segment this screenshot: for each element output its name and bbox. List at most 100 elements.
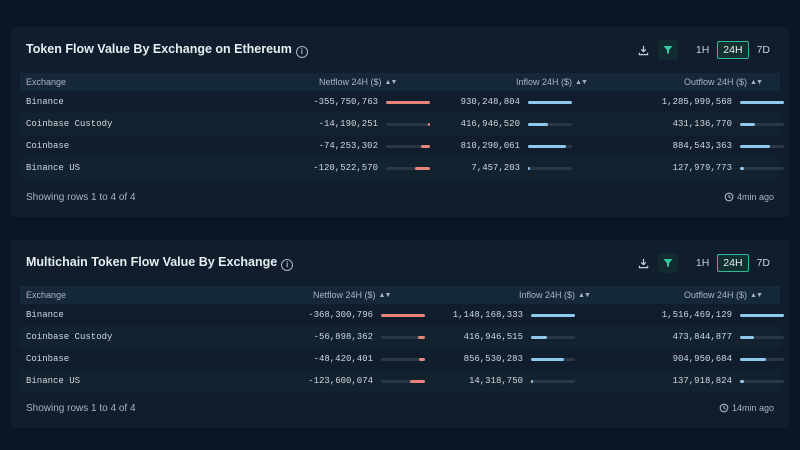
netflow-value: -123,600,074 (308, 376, 373, 386)
outflow-value: 1,285,999,568 (661, 97, 732, 107)
outflow-bar (740, 379, 784, 383)
row-count-text: Showing rows 1 to 4 of 4 (26, 403, 136, 414)
info-icon[interactable]: i (281, 259, 294, 271)
outflow-value: 137,918,824 (672, 376, 732, 386)
inflow-cell: 14,318,750 (469, 370, 575, 392)
table-row[interactable]: Coinbase Custody -14,190,251 416,946,520 43… (20, 113, 784, 135)
netflow-bar (381, 379, 425, 383)
filter-icon[interactable] (657, 253, 678, 273)
sort-icon: ▲▼ (378, 291, 392, 299)
download-icon[interactable] (634, 253, 654, 273)
inflow-bar (531, 335, 575, 339)
outflow-cell: 473,844,877 (673, 326, 784, 348)
outflow-cell: 127,979,773 (673, 157, 784, 179)
filter-icon[interactable] (657, 40, 678, 60)
column-header-exchange[interactable]: Exchange (26, 77, 67, 87)
table-row[interactable]: Binance -368,300,796 1,148,168,333 1,516,46… (20, 304, 784, 326)
netflow-value: -355,750,763 (313, 97, 378, 107)
netflow-bar-fill (418, 335, 425, 339)
inflow-value: 7,457,203 (471, 163, 520, 173)
exchange-name: Coinbase Custody (26, 119, 113, 129)
info-icon[interactable]: i (295, 46, 308, 58)
table-row[interactable]: Binance -355,750,763 930,248,804 1,285,999,… (20, 91, 784, 113)
netflow-bar (386, 166, 430, 170)
netflow-value: -74,253,302 (318, 141, 378, 151)
netflow-cell: -120,522,570 (313, 157, 430, 179)
multichain-token-flow-panel: Multichain Token Flow Value By Exchange i… (10, 240, 790, 428)
outflow-bar-fill (740, 122, 755, 126)
sort-icon: ▲▼ (750, 78, 763, 86)
netflow-bar-fill (415, 166, 430, 170)
outflow-cell: 904,950,684 (673, 348, 784, 370)
outflow-bar (740, 335, 784, 339)
inflow-bar (528, 122, 572, 126)
outflow-cell: 1,285,999,568 (662, 91, 784, 113)
table-row[interactable]: Coinbase -74,253,302 810,290,061 884,543,36… (20, 135, 784, 157)
column-header-outflow[interactable]: Outflow 24H ($) ▲▼ (684, 77, 763, 87)
inflow-bar-fill (528, 144, 566, 148)
inflow-bar (528, 144, 572, 148)
inflow-bar-fill (528, 122, 548, 126)
outflow-bar-fill (740, 313, 784, 317)
inflow-cell: 810,290,061 (461, 135, 572, 157)
inflow-cell: 1,148,168,333 (453, 304, 575, 326)
table-row[interactable]: Coinbase -48,420,401 856,530,283 904,950,68… (20, 348, 784, 370)
exchange-name: Binance US (26, 163, 81, 173)
outflow-value: 884,543,363 (672, 141, 732, 151)
timeframe-7d[interactable]: 7D (756, 44, 770, 56)
column-header-exchange[interactable]: Exchange (26, 290, 67, 300)
column-header-inflow[interactable]: Inflow 24H ($) ▲▼ (519, 290, 591, 300)
timeframe-24h[interactable]: 24H (717, 254, 749, 272)
outflow-value: 127,979,773 (672, 163, 732, 173)
netflow-cell: -14,190,251 (319, 113, 430, 135)
inflow-bar-fill (531, 313, 575, 317)
timeframe-24h[interactable]: 24H (717, 41, 749, 59)
inflow-value: 930,248,804 (460, 97, 520, 107)
column-header-netflow[interactable]: Netflow 24H ($) ▲▼ (319, 77, 398, 87)
sort-icon: ▲▼ (384, 78, 398, 86)
inflow-value: 416,946,520 (460, 119, 520, 129)
column-header-inflow[interactable]: Inflow 24H ($) ▲▼ (516, 77, 588, 87)
netflow-value: -120,522,570 (313, 163, 378, 173)
outflow-bar (740, 357, 784, 361)
inflow-bar-fill (531, 335, 547, 339)
netflow-value: -368,300,796 (308, 310, 373, 320)
timeframe-1h[interactable]: 1H (695, 257, 710, 269)
netflow-bar (386, 144, 430, 148)
column-header-netflow[interactable]: Netflow 24H ($) ▲▼ (313, 290, 392, 300)
inflow-value: 1,148,168,333 (452, 310, 523, 320)
row-count-text: Showing rows 1 to 4 of 4 (26, 192, 136, 203)
table-row[interactable]: Coinbase Custody -56,898,362 416,946,515 47… (20, 326, 784, 348)
outflow-value: 473,844,877 (672, 332, 732, 342)
panel-header: Token Flow Value By Exchange on Ethereum… (10, 27, 790, 73)
timeframe-1h[interactable]: 1H (695, 44, 710, 56)
panel-title: Token Flow Value By Exchange on Ethereum… (26, 42, 308, 58)
exchange-name: Coinbase Custody (26, 332, 113, 342)
table-body: Binance -355,750,763 930,248,804 1,285,999,… (20, 91, 784, 179)
netflow-cell: -355,750,763 (313, 91, 430, 113)
download-icon[interactable] (634, 40, 654, 60)
column-header-outflow[interactable]: Outflow 24H ($) ▲▼ (684, 290, 763, 300)
exchange-name: Binance US (26, 376, 81, 386)
timeframe-selector: 1H 24H 7D (688, 254, 776, 272)
netflow-bar (386, 122, 430, 126)
sort-icon: ▲▼ (578, 291, 591, 299)
netflow-cell: -48,420,401 (314, 348, 425, 370)
netflow-bar (381, 313, 425, 317)
table-footer: Showing rows 1 to 4 of 4 4min ago (26, 192, 774, 203)
table-row[interactable]: Binance US -123,600,074 14,318,750 137,918,… (20, 370, 784, 392)
inflow-value: 856,530,283 (463, 354, 523, 364)
outflow-bar (740, 100, 784, 104)
timeframe-7d[interactable]: 7D (756, 257, 770, 269)
outflow-value: 1,516,469,129 (661, 310, 732, 320)
flow-table: Exchange Netflow 24H ($) ▲▼ Inflow 24H ($… (20, 286, 784, 392)
outflow-bar-fill (740, 100, 784, 104)
netflow-value: -14,190,251 (318, 119, 378, 129)
inflow-bar (531, 357, 575, 361)
outflow-cell: 1,516,469,129 (662, 304, 784, 326)
netflow-bar-fill (428, 122, 430, 126)
table-row[interactable]: Binance US -120,522,570 7,457,203 127,979,7… (20, 157, 784, 179)
outflow-value: 904,950,684 (672, 354, 732, 364)
netflow-value: -48,420,401 (313, 354, 373, 364)
netflow-bar (386, 100, 430, 104)
